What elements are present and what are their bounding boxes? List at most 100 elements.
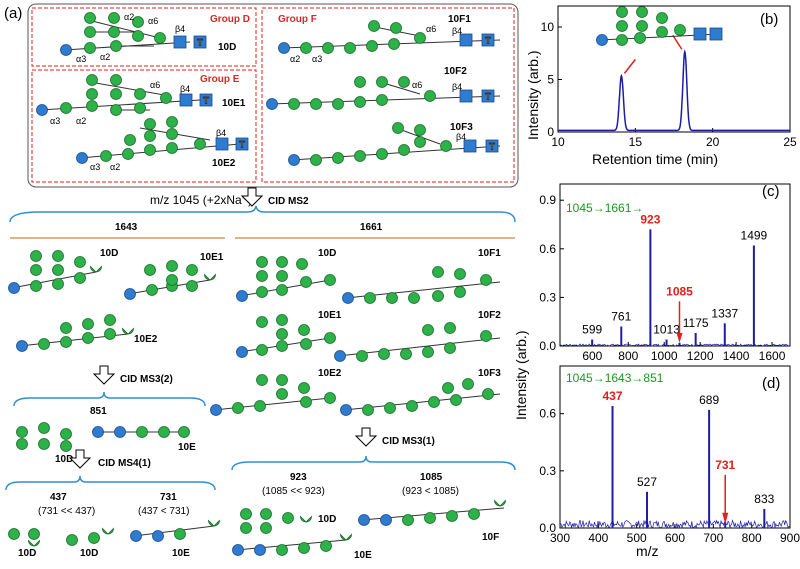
panel-c-peak-label-2: 923 [640, 212, 660, 226]
link-b4-10e2: β4 [216, 128, 226, 138]
panel-a-label: (a) [4, 5, 22, 22]
group-box-outer [27, 3, 519, 188]
ms3-1085-label-10f: 10F [482, 532, 499, 543]
shared-ylabel: Intensity (arb.) [513, 331, 529, 420]
arrow-ms2 [240, 187, 264, 207]
panel-b-xtick-label-0: 10 [551, 135, 565, 149]
panel-d-xtick-label-0: 300 [550, 531, 570, 545]
panel-c-xtick-label-4: 1400 [723, 349, 750, 363]
ms2-right-10f2 [334, 322, 501, 362]
link-a6-10f1: α6 [426, 24, 436, 34]
ms2-10e1 [124, 260, 216, 300]
panel-c-peak-label-3: 1013 [653, 323, 680, 337]
ms2-right-label-10f3: 10F3 [478, 368, 501, 379]
panel-b-trace [558, 49, 790, 132]
frag-1085: 1085 [420, 472, 443, 483]
panel-c-xtick-label-5: 1600 [759, 349, 786, 363]
panel-b-xtick-label-2: 20 [706, 135, 720, 149]
struct-10d: 10D [218, 42, 236, 53]
panel-b-label: (b) [760, 11, 778, 28]
group-d-title: Group D [210, 14, 250, 25]
panel-d-ytick-label-2: 0.6 [539, 407, 556, 421]
ms2-10d [8, 250, 102, 294]
link-a2-10d: α2 [124, 12, 134, 22]
frag-1661: 1661 [360, 222, 383, 233]
link-a6-10f2: α6 [412, 80, 422, 90]
ms2-right-10f3 [340, 378, 501, 416]
ms3-923-label-10e: 10E [354, 550, 372, 561]
panel-d-peak-label-3: 731 [715, 458, 735, 472]
bracket-ms4-1 [5, 475, 216, 491]
frag-437: 437 [50, 492, 67, 503]
struct-10e1: 10E1 [222, 98, 246, 109]
panel-d-label: (d) [762, 375, 780, 392]
note-1085: (923 < 1085) [402, 486, 459, 497]
ms3-label-10e: 10E [178, 442, 196, 453]
panel-b-ytick-label-2: 10 [541, 20, 555, 34]
link-a2-10f1: α2 [290, 54, 300, 64]
glycan-10e1 [36, 74, 213, 116]
arrow-ms3-1 [354, 427, 378, 447]
note-923: (1085 << 923) [262, 486, 325, 497]
ms3-10e [92, 426, 190, 438]
panel-c-xtick-label-2: 1000 [651, 349, 678, 363]
panel-b-ytick-label-0: 0 [547, 125, 554, 139]
struct-10f1: 10F1 [448, 14, 471, 25]
ms2-right-label-10f2: 10F2 [478, 310, 501, 321]
group-f-title: Group F [278, 14, 317, 25]
panel-c-peak-label-0: 599 [582, 323, 602, 337]
panel-d-chart: 300 400 500 600 700 800 900 0.0 0.3 0.6 437 527 689 7… [539, 365, 800, 545]
group-e-title: Group E [200, 74, 240, 85]
link-a3-10e1: α3 [50, 116, 60, 126]
panel-b-ytick-label-1: 5 [547, 73, 554, 87]
link-a2-10e1: α2 [76, 116, 86, 126]
panel-c-ytick-label-1: 0.3 [539, 290, 556, 304]
link-a3-10e2: α3 [90, 162, 100, 172]
precursor-label: m/z 1045 (+2xNa⁺) [150, 193, 252, 207]
panel-d-xlabel: m/z [636, 543, 659, 559]
ms3-2-label: CID MS3(2) [120, 374, 173, 385]
panel-b-arrow-0 [623, 58, 637, 74]
panel-d-peak-label-2: 689 [699, 393, 719, 407]
ms2-label-10e2: 10E2 [134, 334, 158, 345]
panel-d-xtick-label-1: 400 [588, 531, 608, 545]
panel-d-ytick-label-1: 0.3 [539, 464, 556, 478]
ms2-right-10e2 [210, 374, 336, 416]
ms2-right-10f1 [342, 266, 501, 304]
link-a3-10d: α3 [76, 54, 86, 64]
link-b4-10d: β4 [175, 24, 185, 34]
panel-c-peak-label-5: 1175 [683, 316, 709, 330]
panel-b-ylabel: Intensity (arb.) [525, 51, 541, 140]
glycan-10e2 [76, 116, 249, 164]
panel-d-xtick-label-3: 600 [665, 531, 685, 545]
ms3-923-label-10d: 10D [318, 514, 336, 525]
panel-d-noise [559, 519, 791, 530]
panel-d-peak-label-4: 833 [754, 492, 774, 506]
link-a6-10d: α6 [148, 16, 158, 26]
panel-b-frame [557, 5, 791, 133]
panel-b-chart: 10 15 20 25 0 5 10 [541, 5, 797, 149]
panel-c-peak-label-4: 1085 [666, 284, 693, 298]
bracket-ms3-1 [231, 455, 516, 471]
arrow-ms4-1 [68, 449, 92, 469]
link-a2-10e2: α2 [110, 162, 120, 172]
ms4-label-10d-b: 10D [80, 548, 98, 559]
link-a2-10d-b: α2 [100, 52, 110, 62]
ms4-1-label: CID MS4(1) [98, 458, 151, 469]
frag-731: 731 [160, 492, 177, 503]
link-a3-10f1: α3 [312, 54, 322, 64]
panel-c-chart: 600 800 1000 1200 1400 1600 0.0 0.3 0.6 0.9 599 761… [539, 183, 791, 363]
panel-d-xtick-label-2: 500 [627, 531, 647, 545]
link-b4-10f1: β4 [452, 26, 462, 36]
ms4-10d-a [8, 528, 40, 547]
note-731: (437 < 731) [138, 506, 189, 517]
panel-b-xtick-label-1: 15 [629, 135, 643, 149]
ms3-label-10d: 10D [55, 454, 73, 465]
ms4-10d-b [66, 528, 114, 546]
bracket-ms2 [9, 205, 516, 223]
panel-d-xtick-label-5: 800 [742, 531, 762, 545]
link-b4-10f2: β4 [452, 82, 462, 92]
panel-c-xtick-label-1: 800 [618, 349, 638, 363]
panel-b-xtick-label-3: 25 [783, 135, 797, 149]
